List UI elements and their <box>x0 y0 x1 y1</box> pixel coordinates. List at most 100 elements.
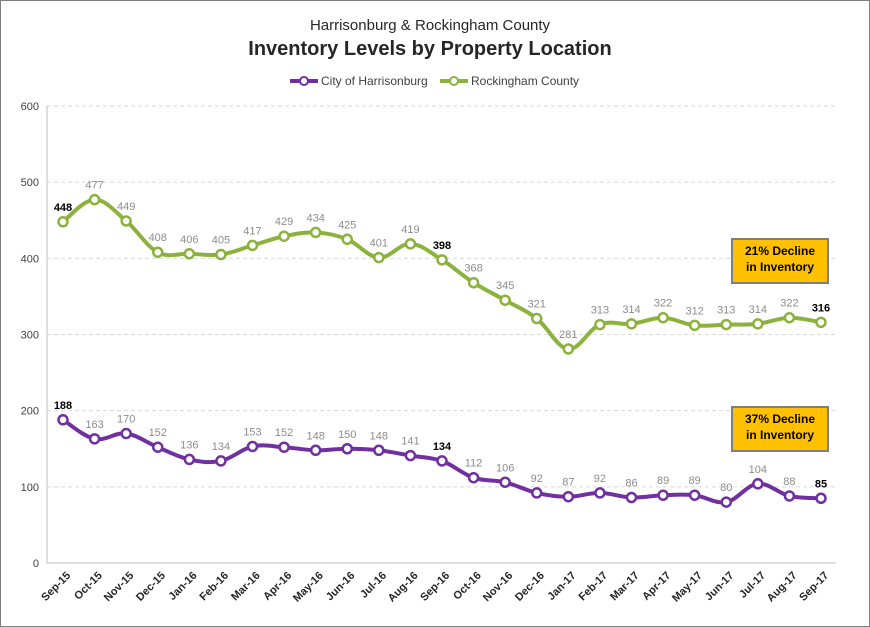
data-point-city <box>720 496 732 508</box>
county-callout-line2: in Inventory <box>745 260 814 274</box>
data-label-city: 163 <box>85 419 103 431</box>
data-label-city: 92 <box>531 473 543 485</box>
data-label-city: 104 <box>749 464 767 476</box>
data-label-county: 316 <box>812 302 830 314</box>
data-point-county <box>625 318 638 330</box>
data-label-county: 448 <box>54 202 72 214</box>
data-point-city <box>531 487 543 499</box>
legend-marker-county <box>449 76 459 86</box>
data-label-county: 368 <box>464 263 482 275</box>
series <box>57 193 827 508</box>
x-tick-label: Sep-16 <box>418 570 452 604</box>
data-point-county <box>752 318 764 330</box>
x-axis-ticks: Sep-15Oct-15Nov-15Dec-15Jan-16Feb-16Mar-… <box>39 570 831 605</box>
data-point-city <box>88 433 101 445</box>
data-point-county <box>467 276 480 289</box>
y-tick-label: 600 <box>21 101 39 113</box>
data-point-city <box>752 478 764 490</box>
x-tick-label: Aug-17 <box>765 570 800 605</box>
data-label-city: 170 <box>117 414 135 426</box>
legend-item-county: Rockingham County <box>440 74 579 88</box>
data-point-city <box>467 471 480 484</box>
data-label-county: 313 <box>591 305 609 317</box>
data-label-county: 406 <box>180 234 198 246</box>
x-tick-label: Jun-17 <box>703 570 737 604</box>
data-label-county: 322 <box>780 298 798 310</box>
data-point-city <box>152 441 164 453</box>
data-point-city <box>404 449 417 462</box>
x-tick-label: Dec-15 <box>134 570 168 604</box>
data-point-city <box>594 487 606 499</box>
data-point-city <box>309 444 322 457</box>
data-point-city <box>688 489 701 501</box>
legend-item-city: City of Harrisonburg <box>290 74 428 88</box>
x-tick-label: Nov-15 <box>102 570 136 604</box>
data-label-county: 425 <box>338 219 356 231</box>
x-tick-label: Feb-16 <box>198 570 232 604</box>
legend-label-city: City of Harrisonburg <box>321 74 428 88</box>
data-label-city: 152 <box>275 427 293 439</box>
data-label-county: 345 <box>496 280 514 292</box>
x-tick-label: Jun-16 <box>324 570 358 604</box>
data-label-city: 134 <box>433 441 452 453</box>
data-label-county: 281 <box>559 329 577 341</box>
data-label-city: 92 <box>594 473 606 485</box>
data-point-city <box>57 414 69 426</box>
data-label-city: 89 <box>657 475 669 487</box>
y-tick-label: 300 <box>21 330 39 342</box>
data-label-city: 136 <box>180 439 198 451</box>
data-point-county <box>341 233 353 246</box>
county-decline-callout: 21% Decline in Inventory <box>731 238 829 284</box>
city-decline-callout: 37% Decline in Inventory <box>731 406 829 452</box>
x-tick-label: Mar-16 <box>229 570 263 604</box>
data-label-city: 150 <box>338 429 356 441</box>
data-point-county <box>531 312 543 325</box>
x-tick-label: Nov-16 <box>481 570 515 604</box>
chart-title: Inventory Levels by Property Location <box>248 38 611 60</box>
data-point-county <box>720 318 732 331</box>
y-tick-label: 200 <box>21 406 39 418</box>
data-point-county <box>404 238 417 250</box>
data-label-city: 85 <box>815 478 827 490</box>
data-point-county <box>562 343 575 355</box>
data-label-county: 312 <box>685 305 703 317</box>
data-point-county <box>499 294 511 306</box>
data-label-county: 321 <box>528 299 546 311</box>
data-label-county: 477 <box>85 180 103 192</box>
data-label-county: 314 <box>749 304 767 316</box>
data-label-county: 419 <box>401 224 419 236</box>
data-label-county: 417 <box>243 225 261 237</box>
x-tick-label: Jul-16 <box>358 570 389 601</box>
x-tick-label: Aug-16 <box>386 570 421 605</box>
data-point-county <box>152 246 164 258</box>
data-label-county: 434 <box>306 212 324 224</box>
data-label-county: 322 <box>654 298 672 310</box>
data-point-city <box>625 491 638 504</box>
data-label-city: 152 <box>149 427 167 439</box>
data-point-city <box>373 444 385 457</box>
data-point-city <box>278 441 290 453</box>
legend: City of Harrisonburg Rockingham County <box>290 74 579 88</box>
x-tick-label: Sep-17 <box>797 570 831 604</box>
y-axis-ticks: 0 100 200 300 400 500 600 <box>21 101 39 570</box>
data-point-city <box>499 476 511 489</box>
x-tick-label: Jul-17 <box>737 570 768 601</box>
data-point-city <box>341 443 353 455</box>
x-tick-label: May-16 <box>291 570 326 605</box>
data-label-county: 313 <box>717 305 735 317</box>
data-point-county <box>57 216 69 228</box>
data-point-county <box>278 230 290 242</box>
y-tick-label: 400 <box>21 253 39 265</box>
x-tick-label: Apr-16 <box>261 570 294 603</box>
data-point-county <box>183 248 196 260</box>
data-point-county <box>246 239 259 252</box>
data-label-city: 88 <box>783 476 795 488</box>
data-point-city <box>215 455 227 467</box>
data-point-city <box>783 490 796 502</box>
data-point-city <box>246 440 259 453</box>
data-label-city: 188 <box>54 400 72 412</box>
x-tick-label: Sep-15 <box>39 570 73 604</box>
x-tick-label: Dec-16 <box>513 570 547 604</box>
